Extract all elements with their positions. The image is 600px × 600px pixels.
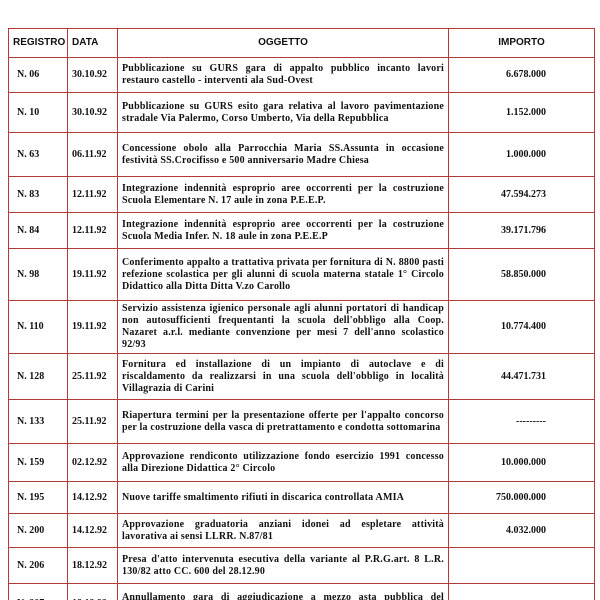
importo-cell: 10.774.400 xyxy=(448,300,595,354)
oggetto-cell: Concessione obolo alla Parrocchia Maria … xyxy=(117,132,449,177)
oggetto-cell: Approvazione graduatoria anziani idonei … xyxy=(117,513,449,548)
oggetto-cell: Nuove tariffe smaltimento rifiuti in dis… xyxy=(117,481,449,514)
registro-cell: N. 128 xyxy=(8,353,68,400)
oggetto-cell: Presa d'atto intervenuta esecutiva della… xyxy=(117,547,449,584)
data-cell: 30.10.92 xyxy=(67,92,118,133)
table-row: N. 206 18.12.92 Presa d'atto intervenuta e… xyxy=(8,547,595,584)
data-cell: 02.12.92 xyxy=(67,443,118,482)
data-cell: 25.11.92 xyxy=(67,399,118,444)
oggetto-cell: Servizio assistenza igienico personale a… xyxy=(117,300,449,354)
oggetto-cell: Fornitura ed installazione di un impiant… xyxy=(117,353,449,400)
table-row: N. 06 30.10.92 Pubblicazione su GURS gara … xyxy=(8,57,595,93)
data-cell: 18.12.92 xyxy=(67,547,118,584)
header-cell: IMPORTO xyxy=(448,28,595,58)
registro-cell: N. 195 xyxy=(8,481,68,514)
table-row: N. 133 25.11.92 Riapertura termini per la … xyxy=(8,399,595,444)
importo-cell: 44.471.731 xyxy=(448,353,595,400)
registro-cell: N. 159 xyxy=(8,443,68,482)
table-row: N. 63 06.11.92 Concessione obolo alla Parr… xyxy=(8,132,595,177)
importo-cell: 1.152.000 xyxy=(448,92,595,133)
data-cell: 30.10.92 xyxy=(67,57,118,93)
registro-cell: N. 10 xyxy=(8,92,68,133)
importo-cell: 58.850.000 xyxy=(448,248,595,301)
importo-cell: 1.000.000 xyxy=(448,132,595,177)
data-cell: 06.11.92 xyxy=(67,132,118,177)
table-row: N. 83 12.11.92 Integrazione indennità espr… xyxy=(8,176,595,213)
registro-cell: N. 200 xyxy=(8,513,68,548)
registro-cell: N. 207 xyxy=(8,583,68,600)
data-cell: 25.11.92 xyxy=(67,353,118,400)
oggetto-cell: Integrazione indennità esproprio aree oc… xyxy=(117,176,449,213)
table-row: N. 128 25.11.92 Fornitura ed installazione… xyxy=(8,353,595,400)
data-cell: 12.11.92 xyxy=(67,176,118,213)
importo-cell: 10.000.000 xyxy=(448,443,595,482)
table-row: N. 98 19.11.92 Conferimento appalto a trat… xyxy=(8,248,595,301)
table-row: N. 10 30.10.92 Pubblicazione su GURS esito… xyxy=(8,92,595,133)
importo-cell: --------- xyxy=(448,399,595,444)
registro-cell: N. 98 xyxy=(8,248,68,301)
data-cell: 19.11.92 xyxy=(67,300,118,354)
oggetto-cell: Pubblicazione su GURS esito gara relativ… xyxy=(117,92,449,133)
importo-cell: 47.594.273 xyxy=(448,176,595,213)
importo-cell: 6.678.000 xyxy=(448,57,595,93)
data-cell: 14.12.92 xyxy=(67,513,118,548)
registro-cell: N. 83 xyxy=(8,176,68,213)
importo-cell xyxy=(448,547,595,584)
oggetto-cell: Integrazione indennità esproprio aree oc… xyxy=(117,212,449,249)
data-cell: 14.12.92 xyxy=(67,481,118,514)
header-cell: REGISTRO xyxy=(8,28,68,58)
oggetto-cell: Pubblicazione su GURS gara di appalto pu… xyxy=(117,57,449,93)
registro-cell: N. 133 xyxy=(8,399,68,444)
header-cell: DATA xyxy=(67,28,118,58)
data-cell: 18.12.92 xyxy=(67,583,118,600)
registro-cell: N. 206 xyxy=(8,547,68,584)
data-cell: 19.11.92 xyxy=(67,248,118,301)
register-table: REGISTRO DATA OGGETTO IMPORTO N. 06 30.10… xyxy=(8,28,595,600)
table-row: N. 200 14.12.92 Approvazione graduatoria a… xyxy=(8,513,595,548)
importo-cell: 39.171.796 xyxy=(448,212,595,249)
table-row: N. 84 12.11.92 Integrazione indennità espr… xyxy=(8,212,595,249)
header-cell: OGGETTO xyxy=(117,28,449,58)
table-row: N. 110 19.11.92 Servizio assistenza igieni… xyxy=(8,300,595,354)
registro-cell: N. 63 xyxy=(8,132,68,177)
data-cell: 12.11.92 xyxy=(67,212,118,249)
oggetto-cell: Riapertura termini per la presentazione … xyxy=(117,399,449,444)
importo-cell: 750.000.000 xyxy=(448,481,595,514)
registro-cell: N. 84 xyxy=(8,212,68,249)
table-row: N. 159 02.12.92 Approvazione rendiconto ut… xyxy=(8,443,595,482)
importo-cell xyxy=(448,583,595,600)
registro-cell: N. 06 xyxy=(8,57,68,93)
header-row: REGISTRO DATA OGGETTO IMPORTO xyxy=(8,28,595,58)
oggetto-cell: Annullamento gara di aggiudicazione a me… xyxy=(117,583,449,600)
oggetto-cell: Conferimento appalto a trattativa privat… xyxy=(117,248,449,301)
oggetto-cell: Approvazione rendiconto utilizzazione fo… xyxy=(117,443,449,482)
table-row: N. 195 14.12.92 Nuove tariffe smaltimento … xyxy=(8,481,595,514)
table-row: N. 20718.12.92Annullamento gara di aggiu… xyxy=(8,583,595,600)
importo-cell: 4.032.000 xyxy=(448,513,595,548)
registro-cell: N. 110 xyxy=(8,300,68,354)
